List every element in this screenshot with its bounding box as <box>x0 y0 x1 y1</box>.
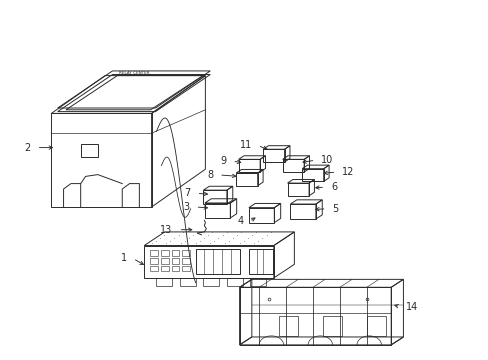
Bar <box>180 278 195 286</box>
Bar <box>150 250 158 256</box>
Text: 9: 9 <box>220 156 226 166</box>
Bar <box>278 316 298 336</box>
Bar <box>161 266 168 271</box>
Bar <box>182 250 190 256</box>
Text: 8: 8 <box>206 170 213 180</box>
Bar <box>81 144 98 157</box>
Bar <box>366 316 386 336</box>
Text: 12: 12 <box>342 167 354 177</box>
Bar <box>182 258 190 264</box>
Bar <box>156 278 172 286</box>
Bar <box>150 258 158 264</box>
Text: 5: 5 <box>332 204 338 214</box>
Text: 13: 13 <box>160 225 172 235</box>
Bar <box>226 278 242 286</box>
Bar <box>250 278 265 286</box>
Bar <box>182 266 190 271</box>
Bar <box>150 266 158 271</box>
Text: 6: 6 <box>330 182 337 192</box>
Text: 10: 10 <box>321 155 333 165</box>
Bar <box>171 266 179 271</box>
Text: 1: 1 <box>121 253 127 264</box>
Bar <box>203 278 219 286</box>
Text: RELAY CENTER: RELAY CENTER <box>119 71 149 75</box>
Text: 7: 7 <box>184 188 190 198</box>
Bar <box>171 258 179 264</box>
Text: 11: 11 <box>239 140 251 150</box>
Text: 2: 2 <box>24 143 31 153</box>
Bar <box>171 250 179 256</box>
Bar <box>195 249 239 274</box>
Bar <box>161 258 168 264</box>
Text: 14: 14 <box>405 302 417 312</box>
Text: 3: 3 <box>183 202 189 212</box>
Bar <box>249 249 272 274</box>
Bar <box>322 316 342 336</box>
Text: 4: 4 <box>237 216 243 226</box>
Bar <box>161 250 168 256</box>
